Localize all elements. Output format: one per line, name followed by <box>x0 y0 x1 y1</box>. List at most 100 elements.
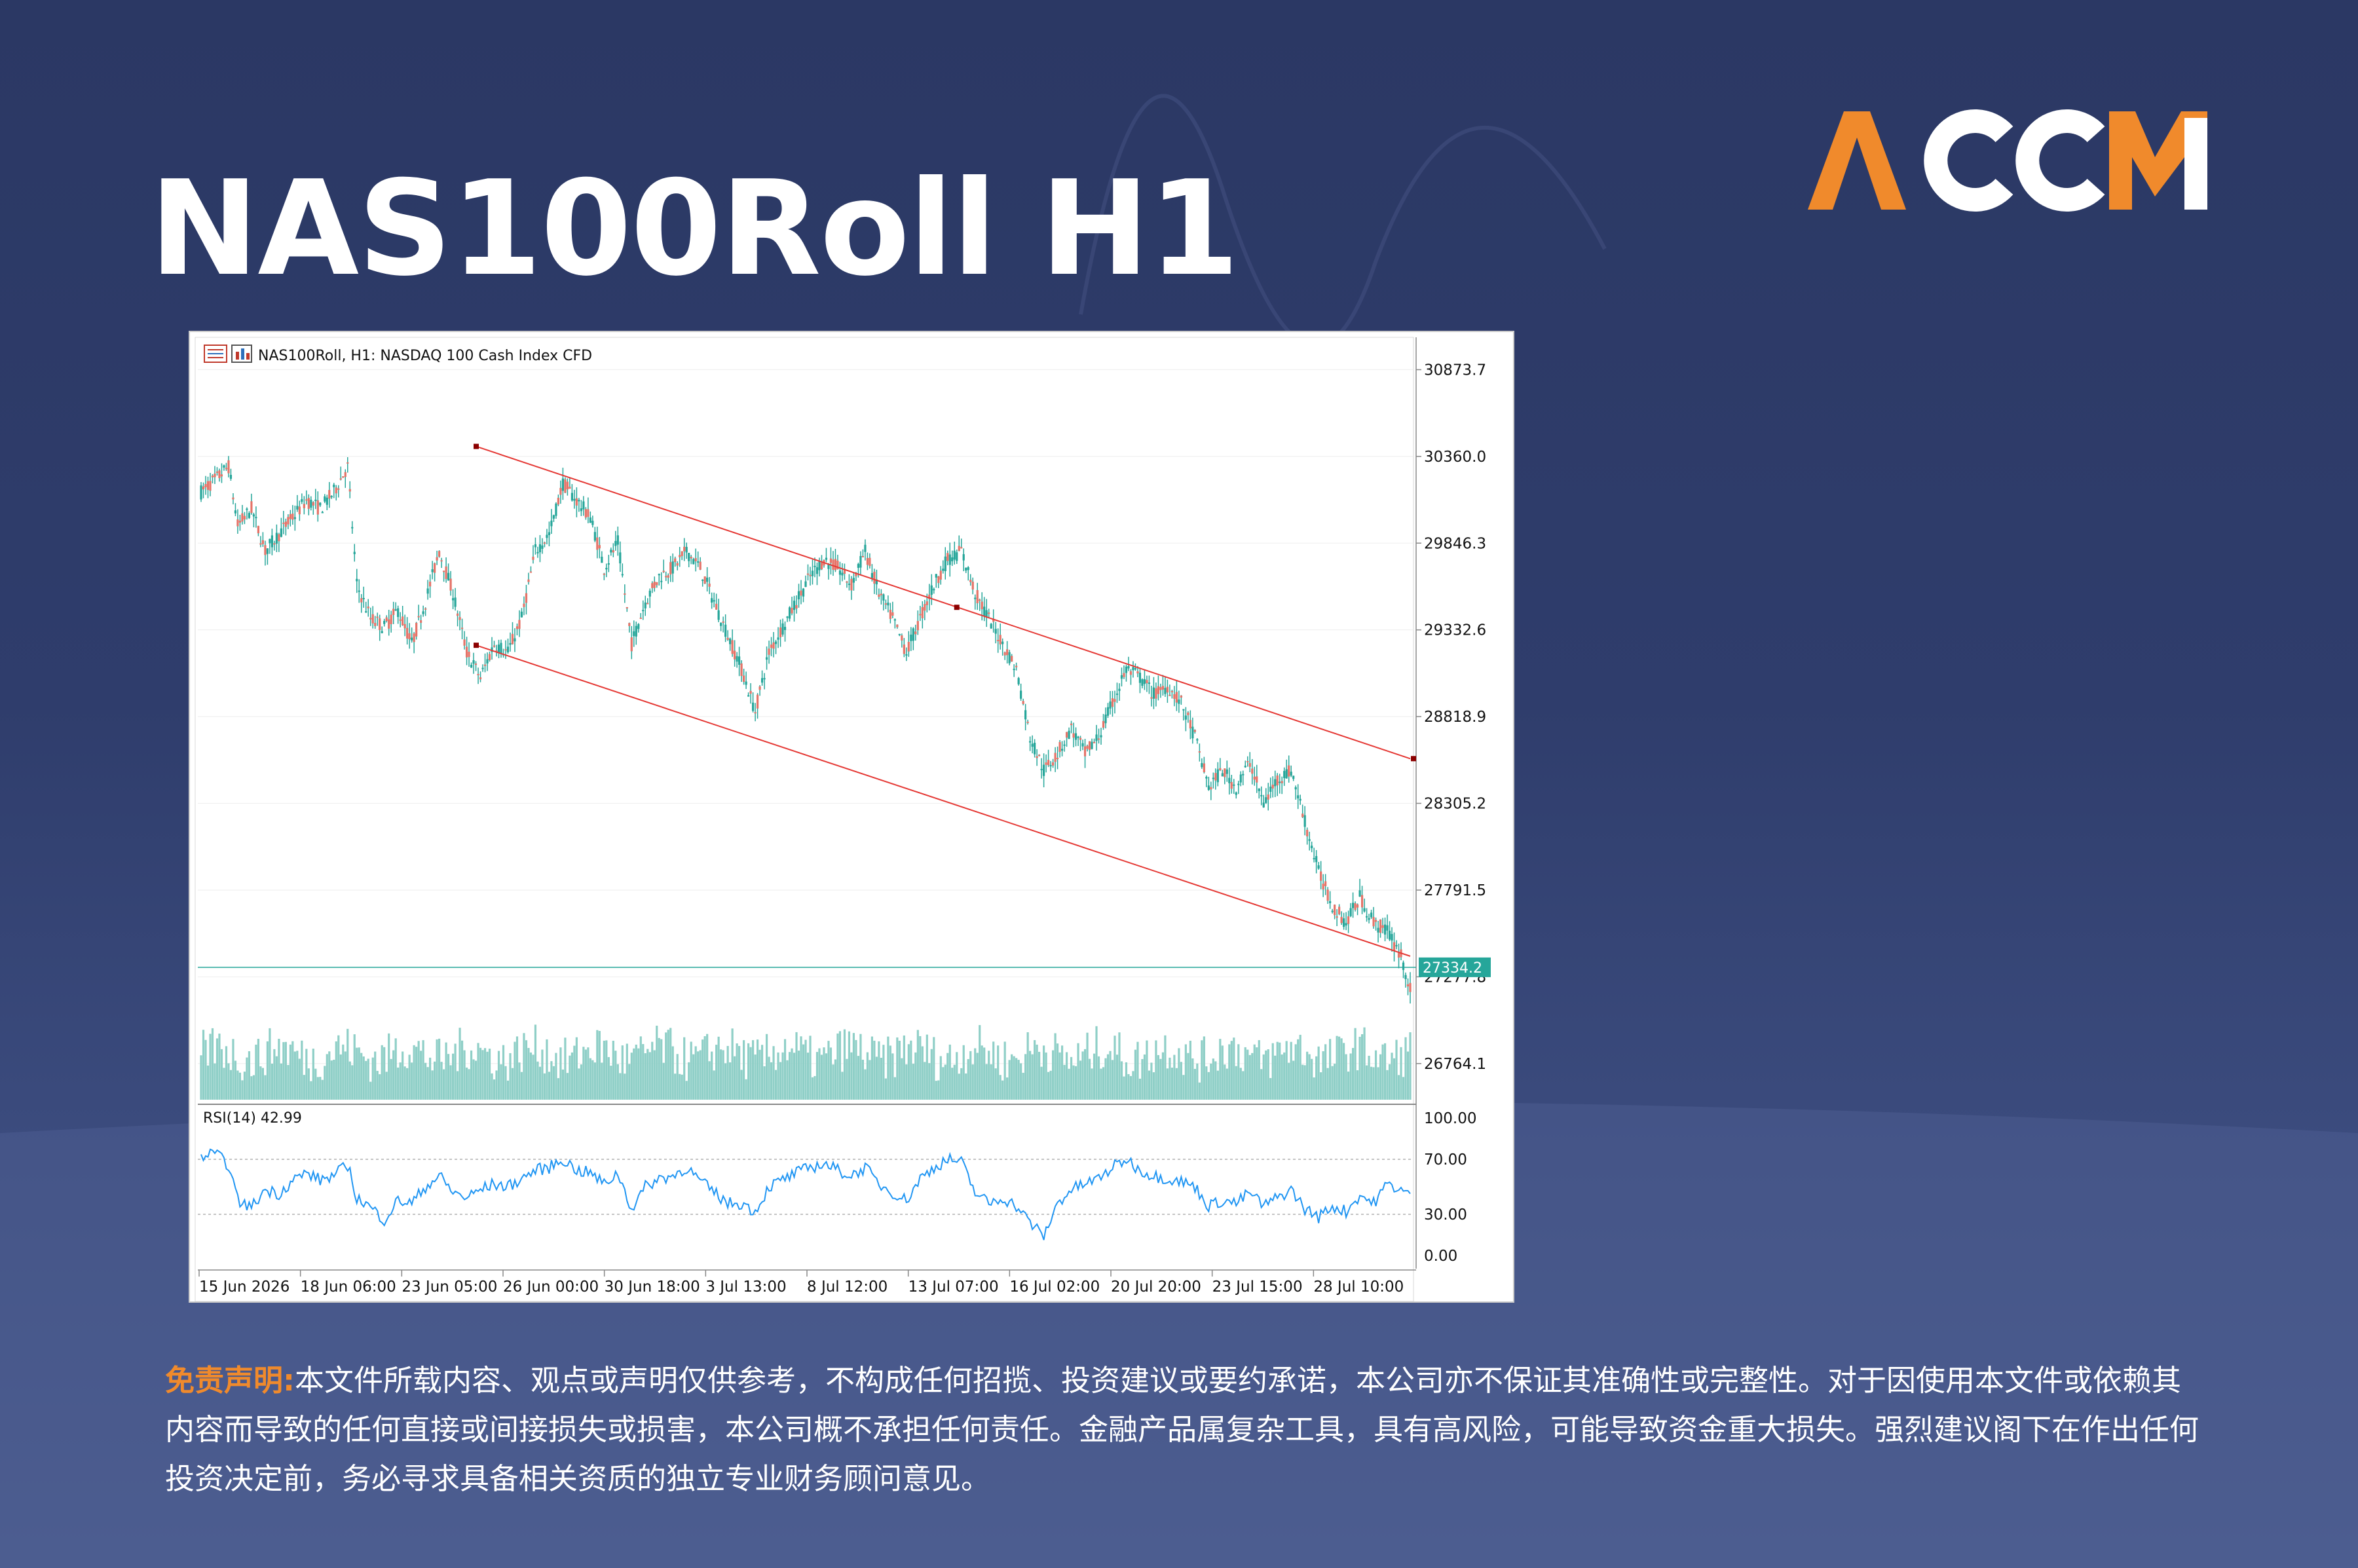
candle-body <box>397 608 400 617</box>
candle-body <box>291 513 294 520</box>
channel-lower-line[interactable] <box>476 644 1411 957</box>
volume-bar <box>1331 1066 1334 1100</box>
candle-body <box>992 620 995 622</box>
volume-bar <box>1260 1069 1263 1100</box>
volume-bar <box>1237 1044 1240 1100</box>
candle-body <box>591 521 594 525</box>
candle-body <box>804 581 807 588</box>
volume-bar <box>497 1051 500 1100</box>
candle-body <box>394 609 397 611</box>
volume-bar <box>353 1034 356 1100</box>
volume-bar <box>1349 1053 1352 1100</box>
candle-body <box>953 550 956 560</box>
volume-bar <box>580 1064 582 1100</box>
candle-body <box>795 605 798 609</box>
candle-body <box>278 534 280 542</box>
candle-body <box>261 540 264 544</box>
candle-body <box>1212 777 1214 779</box>
volume-bar <box>1175 1068 1178 1100</box>
volume-bar <box>1132 1071 1134 1100</box>
chart-list-icon[interactable] <box>204 345 227 363</box>
candle-body <box>1127 666 1130 669</box>
volume-bar <box>328 1051 331 1100</box>
volume-bar <box>953 1064 956 1100</box>
volume-bar <box>706 1034 709 1100</box>
channel-anchor[interactable] <box>1411 756 1416 762</box>
volume-bar <box>241 1080 244 1100</box>
candle-body <box>1253 776 1256 780</box>
candle-body <box>417 616 420 618</box>
candle-body <box>690 557 692 559</box>
channel-anchor[interactable] <box>954 605 960 610</box>
volume-bar <box>1173 1055 1176 1100</box>
candle-body <box>734 650 736 660</box>
volume-bar <box>342 1044 345 1100</box>
volume-bar <box>394 1038 397 1100</box>
volume-bar <box>1283 1052 1286 1100</box>
volume-bar <box>1115 1055 1119 1100</box>
volume-bar <box>731 1028 734 1100</box>
candle-body <box>928 594 931 599</box>
channel-anchor[interactable] <box>474 443 479 449</box>
volume-bar <box>942 1067 945 1100</box>
candle-body <box>999 635 1001 644</box>
volume-bar <box>626 1043 628 1100</box>
volume-bar <box>1191 1058 1194 1100</box>
candle-body <box>1161 686 1165 690</box>
candle-body <box>303 504 305 508</box>
candle-body <box>777 637 779 640</box>
candle-body <box>921 607 924 619</box>
candle-body <box>266 548 269 554</box>
candle-body <box>1345 923 1347 925</box>
candle-body <box>715 603 718 610</box>
candle-body <box>1329 901 1332 903</box>
volume-bar <box>1161 1052 1165 1100</box>
candle-body <box>1134 668 1137 670</box>
volume-bar <box>1274 1055 1277 1100</box>
volume-bar <box>385 1072 388 1100</box>
volume-bar <box>1049 1070 1052 1100</box>
candle-body <box>791 608 793 614</box>
candle-body <box>756 694 759 709</box>
candle-body <box>1166 686 1169 693</box>
volume-bar <box>884 1078 887 1100</box>
candle-body <box>1111 698 1114 707</box>
volume-bar <box>1083 1049 1087 1100</box>
volume-bar <box>518 1062 521 1100</box>
volume-bar <box>1013 1056 1015 1100</box>
volume-bar <box>1313 1077 1315 1100</box>
candle-body <box>843 569 846 574</box>
candle-body <box>779 627 782 637</box>
volume-bar <box>495 1070 498 1100</box>
volume-bar <box>365 1060 367 1100</box>
candle-body <box>1354 903 1357 910</box>
chart-props-icon[interactable] <box>231 345 252 363</box>
volume-bar <box>814 1075 816 1100</box>
volume-bar <box>1072 1065 1075 1100</box>
candle-body <box>1045 762 1047 765</box>
candle-body <box>1056 758 1059 760</box>
candle-body <box>866 557 869 565</box>
volume-bar <box>829 1047 833 1100</box>
volume-bar <box>1187 1053 1189 1100</box>
volume-bar <box>1294 1044 1297 1100</box>
channel-anchor[interactable] <box>474 643 479 648</box>
volume-bar <box>1003 1041 1006 1100</box>
candle-body <box>1104 714 1107 724</box>
candle-body <box>497 644 500 653</box>
volume-bar <box>777 1052 779 1100</box>
volume-bar <box>965 1073 967 1100</box>
volume-bar <box>729 1062 732 1100</box>
volume-bar <box>1143 1055 1146 1100</box>
candle-body <box>648 590 651 597</box>
time-tick-label: 18 Jun 06:00 <box>301 1279 396 1296</box>
price-tick-label: 28305.2 <box>1424 796 1486 813</box>
channel-upper-line[interactable] <box>476 445 1411 760</box>
volume-bar <box>806 1053 810 1100</box>
volume-bar <box>648 1052 651 1100</box>
volume-bar <box>534 1024 537 1100</box>
volume-bar <box>1017 1060 1020 1100</box>
volume-bar <box>1022 1072 1024 1100</box>
candle-body <box>573 498 576 501</box>
candle-body <box>662 570 665 572</box>
